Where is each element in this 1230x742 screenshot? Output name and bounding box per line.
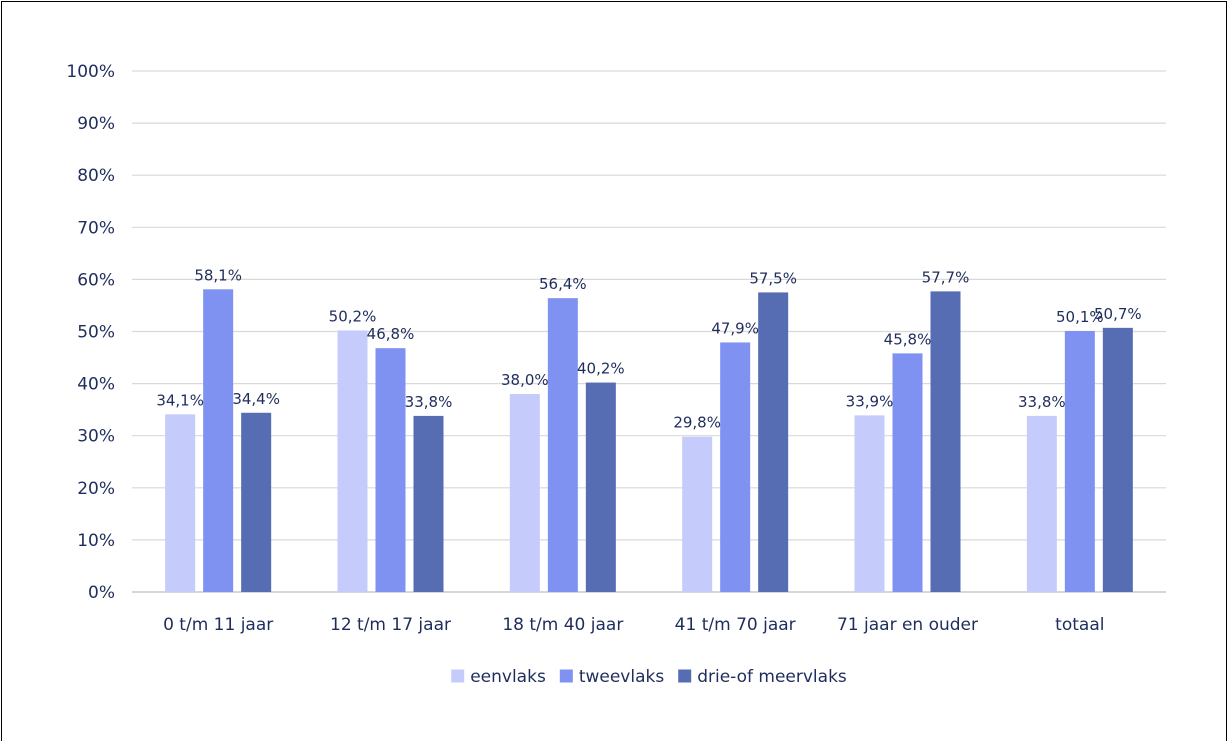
y-tick-label: 60%: [77, 270, 115, 290]
x-tick-label: 12 t/m 17 jaar: [330, 615, 451, 635]
data-label: 56,4%: [539, 275, 587, 293]
y-tick-label: 30%: [77, 427, 115, 447]
y-tick-label: 10%: [77, 531, 115, 551]
bar-tweevlaks: [1064, 330, 1095, 592]
y-tick-label: 0%: [88, 583, 115, 603]
data-label: 33,9%: [846, 392, 894, 410]
data-label: 50,7%: [1094, 305, 1142, 323]
bar-eenvlaks: [1026, 415, 1057, 592]
data-label: 38,0%: [501, 371, 549, 389]
y-tick-label: 50%: [77, 323, 115, 343]
legend-swatch: [451, 669, 465, 683]
bar-drie-of-meervlaks: [585, 382, 616, 592]
bar-drie-of-meervlaks: [241, 412, 272, 592]
gridlines: [132, 70, 1166, 593]
bar-eenvlaks: [682, 436, 713, 592]
y-tick-label: 100%: [66, 62, 115, 82]
data-label: 58,1%: [194, 266, 242, 284]
x-tick-label: 41 t/m 70 jaar: [675, 615, 796, 635]
y-tick-label: 80%: [77, 166, 115, 186]
data-labels: 34,1% 58,1% 34,4% 50,2%46,8% 33,8% 38,0% 56,4%…: [156, 266, 1141, 431]
data-label: 34,1%: [156, 391, 204, 409]
x-tick-label: 0 t/m 11 jaar: [163, 615, 273, 635]
bars: [165, 289, 1133, 592]
y-tick-label: 90%: [77, 114, 115, 134]
bar-drie-of-meervlaks: [413, 415, 444, 592]
data-label: 33,8%: [405, 393, 453, 411]
legend-label: tweevlaks: [579, 667, 665, 687]
x-tick-label: totaal: [1055, 615, 1104, 635]
data-label: 46,8%: [367, 325, 415, 343]
y-axis: 0% 10% 20% 30% 40% 50% 60% 70% 80% 90% 100%: [66, 62, 115, 603]
bar-tweevlaks: [547, 298, 578, 592]
bar-tweevlaks: [203, 289, 234, 592]
data-label: 34,4%: [232, 390, 280, 408]
bar-tweevlaks: [375, 348, 406, 592]
legend: eenvlaks tweevlaks drie-of meervlaks: [451, 667, 847, 687]
bar-tweevlaks: [720, 342, 751, 592]
y-tick-label: 40%: [77, 375, 115, 395]
data-label: 50,1%: [1056, 308, 1104, 326]
bar-eenvlaks: [854, 415, 885, 592]
bar-eenvlaks: [337, 330, 368, 592]
bar-eenvlaks: [165, 414, 196, 592]
bar-drie-of-meervlaks: [1102, 327, 1133, 592]
y-tick-label: 70%: [77, 218, 115, 238]
legend-swatch: [678, 669, 692, 683]
data-label: 40,2%: [577, 360, 625, 378]
data-label: 57,7%: [922, 268, 970, 286]
bar-eenvlaks: [509, 394, 540, 592]
x-axis: 0 t/m 11 jaar 12 t/m 17 jaar 18 t/m 40 jaa…: [163, 615, 1104, 635]
data-label: 57,5%: [749, 269, 797, 287]
legend-label: eenvlaks: [470, 667, 546, 687]
x-tick-label: 71 jaar en ouder: [837, 615, 978, 635]
data-label: 45,8%: [884, 330, 932, 348]
x-tick-label: 18 t/m 40 jaar: [502, 615, 623, 635]
y-tick-label: 20%: [77, 479, 115, 499]
bar-drie-of-meervlaks: [930, 291, 961, 592]
legend-label: drie-of meervlaks: [697, 667, 847, 687]
data-label: 33,8%: [1018, 393, 1066, 411]
data-label: 50,2%: [329, 307, 377, 325]
bar-drie-of-meervlaks: [758, 292, 789, 592]
data-label: 47,9%: [711, 319, 759, 337]
bar-tweevlaks: [892, 353, 923, 592]
data-label: 29,8%: [673, 414, 721, 432]
legend-swatch: [559, 669, 573, 683]
